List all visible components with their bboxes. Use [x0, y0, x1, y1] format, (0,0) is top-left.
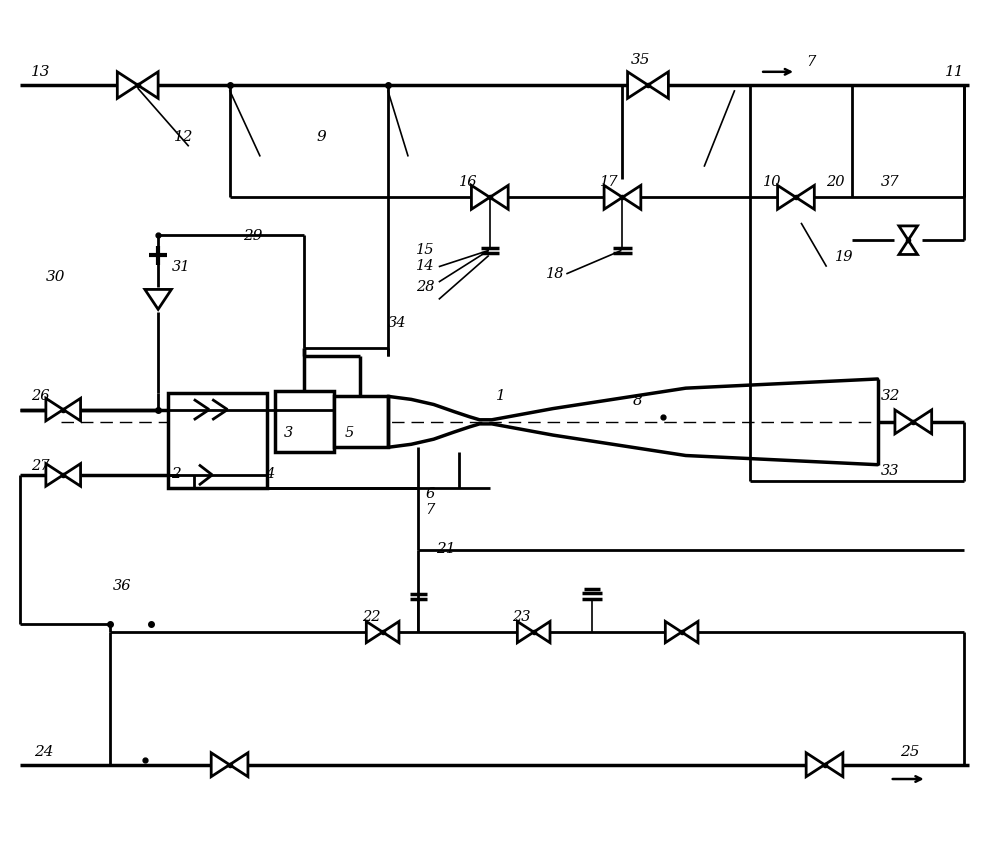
Polygon shape: [796, 186, 814, 209]
Polygon shape: [383, 622, 399, 642]
Polygon shape: [899, 240, 917, 255]
Text: 23: 23: [512, 610, 531, 624]
Text: 10: 10: [763, 175, 782, 189]
Text: 19: 19: [835, 249, 853, 264]
Polygon shape: [211, 752, 230, 777]
Text: 16: 16: [459, 175, 478, 189]
Text: 3: 3: [284, 427, 293, 440]
Bar: [168, 393, 267, 488]
Text: 8: 8: [633, 394, 642, 408]
Text: 9: 9: [316, 130, 326, 144]
Text: 11: 11: [945, 65, 964, 79]
Polygon shape: [913, 410, 932, 433]
Text: 15: 15: [416, 243, 435, 256]
Text: 33: 33: [881, 464, 899, 478]
Text: 17: 17: [600, 175, 619, 189]
Polygon shape: [117, 71, 138, 98]
Text: 7: 7: [426, 503, 435, 517]
Text: 34: 34: [388, 316, 406, 330]
Polygon shape: [230, 752, 248, 777]
Text: 7: 7: [806, 55, 815, 69]
Text: 26: 26: [31, 390, 49, 403]
Polygon shape: [648, 71, 668, 98]
Text: 32: 32: [881, 390, 900, 403]
Text: 12: 12: [173, 130, 193, 144]
Text: 25: 25: [900, 745, 920, 759]
Text: 35: 35: [631, 52, 650, 67]
Polygon shape: [628, 71, 648, 98]
Text: 5: 5: [345, 427, 354, 440]
Polygon shape: [825, 752, 843, 777]
Text: 13: 13: [31, 65, 50, 79]
Polygon shape: [899, 226, 917, 240]
Text: 27: 27: [31, 459, 49, 473]
Polygon shape: [63, 398, 81, 421]
Text: 1: 1: [496, 390, 506, 403]
Polygon shape: [471, 186, 490, 209]
Polygon shape: [895, 410, 913, 433]
Text: 29: 29: [243, 230, 262, 243]
Text: 30: 30: [46, 270, 65, 284]
Polygon shape: [806, 752, 825, 777]
Text: 14: 14: [416, 259, 435, 273]
Polygon shape: [46, 398, 63, 421]
Text: 37: 37: [881, 175, 899, 189]
Text: 22: 22: [362, 610, 381, 624]
Bar: [275, 391, 334, 452]
Text: 36: 36: [113, 580, 132, 593]
Text: 18: 18: [546, 267, 564, 281]
Polygon shape: [63, 464, 81, 486]
Polygon shape: [490, 186, 508, 209]
Text: 21: 21: [436, 542, 455, 556]
Polygon shape: [778, 186, 796, 209]
Polygon shape: [46, 464, 63, 486]
Text: 6: 6: [426, 488, 435, 501]
Text: 28: 28: [416, 280, 435, 294]
Polygon shape: [366, 622, 383, 642]
Text: 20: 20: [827, 175, 845, 189]
Polygon shape: [622, 186, 641, 209]
Polygon shape: [517, 622, 534, 642]
Bar: [334, 396, 388, 447]
Polygon shape: [145, 290, 171, 310]
Polygon shape: [665, 622, 682, 642]
Text: 2: 2: [171, 467, 181, 481]
Polygon shape: [604, 186, 622, 209]
Polygon shape: [138, 71, 158, 98]
Text: 31: 31: [171, 260, 190, 273]
Text: 24: 24: [34, 745, 53, 759]
Polygon shape: [682, 622, 698, 642]
Text: 4: 4: [265, 467, 275, 481]
Polygon shape: [534, 622, 550, 642]
